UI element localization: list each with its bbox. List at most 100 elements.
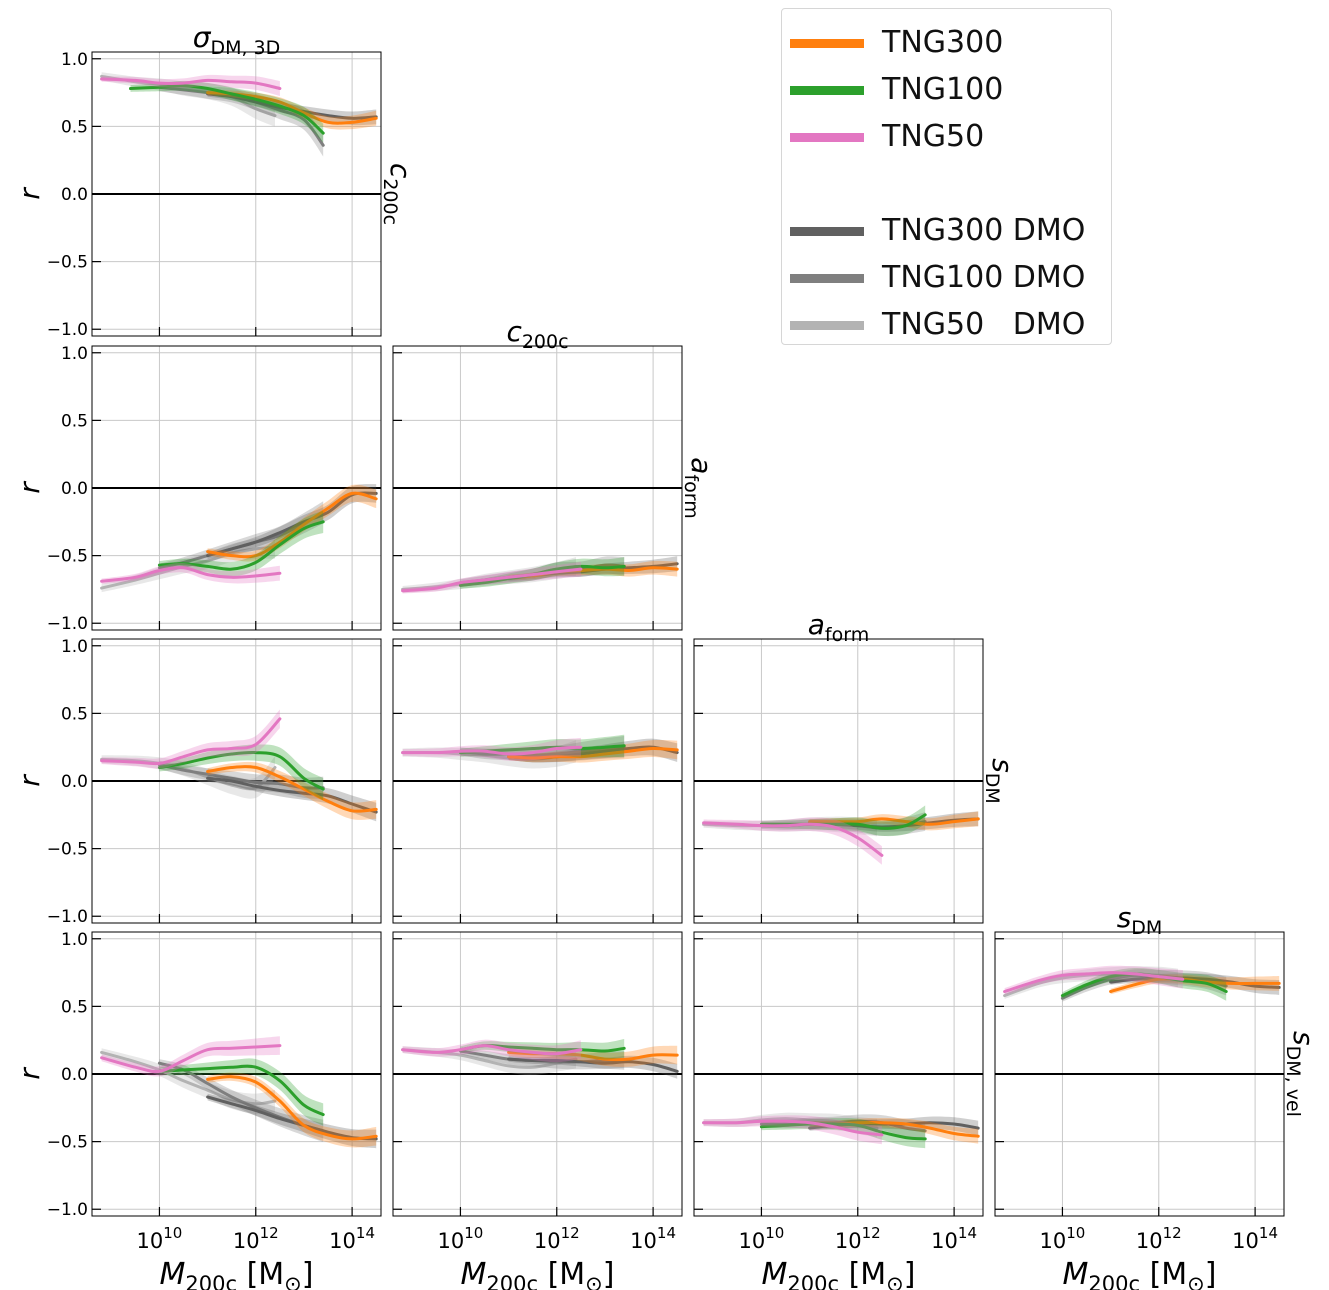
confidence-band-tng50-dmo (703, 1112, 877, 1138)
panel-r3-c2: 1010 1012 1014 M200c [M⊙] (693, 931, 984, 1290)
y-tick-label: −1.0 (47, 907, 88, 927)
series-line-tng50 (1003, 971, 1185, 993)
panel-r3-c1: 1010 1012 1014 M200c [M⊙] (392, 931, 683, 1290)
series-line-tng50 (100, 717, 282, 766)
panel-r3-c0: 1.0 0.5 0.0 −0.5 −1.0 r 1010 1012 1014 M200c [M⊙] (13, 930, 382, 1290)
series-line-tng100 (129, 84, 325, 135)
series-group (100, 1036, 378, 1149)
x-tick-label: 1014 (329, 1224, 375, 1253)
y-tick-label: 0.5 (61, 704, 88, 724)
legend-label: TNG50 (882, 119, 985, 154)
x-axis-label: M200c [M⊙] (1063, 1257, 1217, 1290)
series-line-tng300 (206, 1075, 378, 1141)
x-tick-label: 1012 (233, 1224, 279, 1253)
panel-r2-c0: 1.0 0.5 0.0 −0.5 −1.0 r (13, 637, 382, 927)
series-line-tng100 (157, 750, 325, 791)
series-line-tng50 (100, 566, 282, 583)
confidence-band-tng100 (159, 1058, 324, 1126)
panel-r1-c0: 1.0 0.5 0.0 −0.5 −1.0 r (13, 344, 382, 634)
y-tick-label: −1.0 (47, 1200, 88, 1220)
legend-swatch-tng100 (790, 86, 864, 95)
series-line-tng50 (702, 1119, 884, 1137)
series-group (401, 734, 679, 769)
y-tick-label: 0.5 (61, 117, 88, 137)
series-group (401, 556, 679, 594)
panel-right-label: c200c (379, 163, 417, 225)
legend-swatch-tng50 (790, 133, 864, 142)
confidence-band-tng50 (402, 1039, 581, 1063)
panel-r1-c1: c200c aform (392, 315, 718, 631)
series-line-tng100 (157, 520, 325, 571)
series-line-tng50-dmo (100, 1050, 277, 1106)
series-line-tng300-dmo (206, 491, 378, 558)
series-line-tng50 (100, 77, 282, 90)
legend-swatch-tng300 (790, 39, 864, 48)
series-group (100, 484, 378, 593)
legend-label: TNG300 DMO (882, 213, 1086, 248)
series-line-tng300 (808, 817, 980, 826)
legend-swatch-tng100-dmo (790, 274, 864, 283)
x-tick-label: 1014 (931, 1224, 977, 1253)
series-line-tng50 (702, 821, 884, 857)
y-tick-label: 1.0 (61, 344, 88, 364)
confidence-band-tng50 (101, 709, 280, 769)
legend-swatch-tng50-dmo (790, 321, 864, 330)
y-tick-label: −0.5 (47, 547, 88, 567)
y-tick-label: 0.0 (61, 185, 88, 205)
legend-entry: TNG50 DMO (782, 304, 1113, 344)
series-group (1003, 965, 1281, 1002)
panel-r2-c1 (392, 638, 683, 924)
y-tick-label: 1.0 (61, 930, 88, 950)
y-axis-label: r (13, 481, 46, 494)
x-tick-label: 1014 (1232, 1224, 1278, 1253)
panel-right-label: sDM (981, 758, 1019, 804)
y-tick-label: −0.5 (47, 253, 88, 273)
series-group (702, 1112, 980, 1149)
confidence-band-tng100 (159, 510, 324, 577)
panel-top-title: c200c (506, 315, 568, 353)
confidence-band-tng50 (402, 737, 581, 761)
series-group (401, 1039, 679, 1079)
panel-r0-c0: 1.0 0.5 0.0 −0.5 −1.0 r σDM, 3D c200c (13, 21, 417, 340)
y-tick-label: 1.0 (61, 50, 88, 70)
series-group (100, 72, 378, 157)
confidence-band-tng50-dmo (402, 557, 576, 593)
legend-entry: TNG300 (782, 22, 1113, 62)
series-line-tng300 (206, 765, 378, 813)
x-tick-label: 1010 (739, 1224, 785, 1253)
y-axis-label: r (13, 187, 46, 200)
confidence-band-tng50-dmo (101, 755, 275, 799)
confidence-band-tng100-dmo (159, 501, 324, 572)
confidence-band-tng300-dmo (809, 1116, 979, 1136)
legend-entry: TNG100 (782, 69, 1113, 109)
legend-label: TNG300 (882, 25, 1004, 60)
series-line-tng50 (100, 1044, 282, 1074)
x-tick-label: 1012 (835, 1224, 881, 1253)
series-line-tng300-dmo (507, 1057, 679, 1073)
series-group (100, 709, 378, 822)
x-tick-label: 1010 (1040, 1224, 1086, 1253)
x-tick-label: 1012 (534, 1224, 580, 1253)
series-group (702, 805, 980, 865)
panel-top-title: sDM (1117, 901, 1163, 939)
y-tick-label: −1.0 (47, 614, 88, 634)
x-tick-label: 1012 (1136, 1224, 1182, 1253)
y-tick-label: 0.0 (61, 1065, 88, 1085)
series-line-tng300-dmo (206, 1095, 378, 1141)
panel-r3-c3: sDM sDM, vel 1010 1012 1014 M200c [M⊙] (994, 901, 1320, 1290)
series-line-tng300 (507, 746, 679, 760)
legend-label: TNG100 (882, 72, 1004, 107)
legend: TNG300 TNG100 TNG50 TNG300 DMO TNG100 DM… (781, 8, 1112, 345)
confidence-band-tng300 (207, 1072, 377, 1148)
legend-swatch-tng300-dmo (790, 227, 864, 236)
series-line-tng50 (401, 567, 583, 593)
panel-top-title: σDM, 3D (193, 21, 281, 59)
y-tick-label: 0.5 (61, 411, 88, 431)
x-tick-label: 1010 (137, 1224, 183, 1253)
x-tick-label: 1014 (630, 1224, 676, 1253)
series-line-tng300-dmo (1109, 976, 1281, 989)
confidence-band-tng100 (1062, 967, 1227, 1001)
y-tick-label: 1.0 (61, 637, 88, 657)
panel-top-title: aform (808, 608, 869, 646)
legend-entry: TNG300 DMO (782, 210, 1113, 250)
